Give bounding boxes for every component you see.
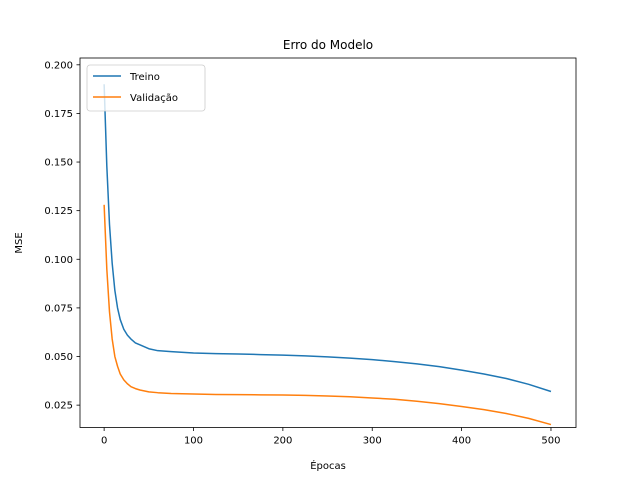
y-axis: 0.025 0.050 0.075 0.100 0.125 0.150 0.175 0.200 [44, 60, 80, 412]
y-axis-label: MSE [14, 232, 25, 253]
y-tick-label: 0.150 [44, 158, 73, 169]
y-tick-label: 0.075 [44, 303, 73, 314]
x-axis-label: Épocas [310, 459, 346, 472]
x-tick-label: 100 [184, 436, 203, 447]
series-line-treino [103, 84, 552, 393]
chart-title: Erro do Modelo [283, 38, 373, 52]
series-line-validacao [103, 204, 552, 426]
y-tick-label: 0.175 [44, 109, 73, 120]
x-tick-label: 400 [452, 436, 471, 447]
y-tick-label: 0.125 [44, 206, 73, 217]
x-tick-label: 0 [101, 436, 107, 447]
x-tick-label: 200 [273, 436, 292, 447]
y-tick-label: 0.025 [44, 401, 73, 412]
legend-label-validacao: Validação [130, 93, 178, 104]
y-tick-label: 0.100 [44, 255, 73, 266]
x-tick-label: 300 [363, 436, 382, 447]
legend-label-treino: Treino [129, 72, 160, 83]
legend: Treino Validação [86, 64, 206, 112]
y-tick-label: 0.200 [44, 60, 73, 71]
plot-series [103, 84, 552, 426]
x-tick-label: 500 [541, 436, 560, 447]
x-axis: 0 100 200 300 400 500 [101, 427, 561, 447]
y-tick-label: 0.050 [44, 352, 73, 363]
plot-frame [79, 57, 577, 428]
